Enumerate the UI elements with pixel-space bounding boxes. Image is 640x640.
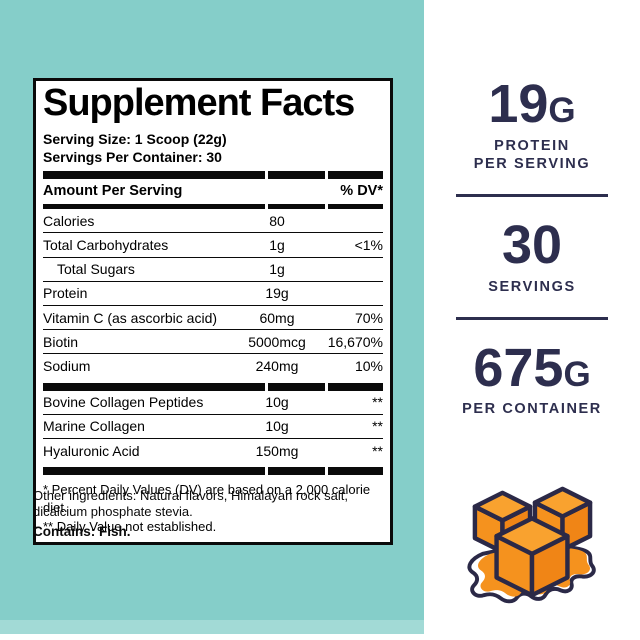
nutrient-dv: <1%: [354, 237, 383, 254]
nutrient-name: Vitamin C (as ascorbic acid): [43, 309, 218, 326]
stat-unit: G: [563, 354, 591, 394]
table-row: Sodium 240mg 10%: [43, 353, 383, 377]
nutrient-amount: 1g: [269, 237, 285, 254]
nutrient-rows: Calories 80 Total Carbohydrates 1g <1% T…: [43, 209, 383, 377]
contains-statement: Contains: Fish.: [33, 524, 131, 539]
label-panel: Supplement Facts Serving Size: 1 Scoop (…: [0, 0, 424, 634]
table-row: Bovine Collagen Peptides 10g **: [43, 391, 383, 414]
bar-segment: [43, 171, 265, 180]
nutrient-dv: **: [372, 394, 383, 411]
bar-segment: [328, 171, 383, 180]
other-ingredients: Other ingredients: Natural flavors, Hima…: [33, 488, 349, 520]
table-row: Protein 19g: [43, 280, 383, 305]
supplement-facts-box: Supplement Facts Serving Size: 1 Scoop (…: [33, 78, 393, 545]
nutrient-dv: 70%: [354, 309, 383, 326]
bar-segment: [43, 467, 265, 476]
servings-count: 30: [424, 218, 640, 272]
serving-size: Serving Size: 1 Scoop (22g): [43, 130, 227, 147]
section-divider-bar: [43, 382, 383, 391]
amount-per-serving-header: Amount Per Serving: [43, 183, 183, 200]
table-row: Biotin 5000mcg 16,670%: [43, 329, 383, 353]
nutrient-amount: 19g: [265, 285, 289, 302]
bar-segment: [268, 171, 325, 180]
stat-number: 675: [473, 337, 564, 398]
stat-caption: SERVINGS: [424, 278, 640, 297]
facts-title: Supplement Facts: [43, 82, 355, 124]
stat-caption-line: SERVINGS: [488, 278, 576, 295]
servings-per-container: Servings Per Container: 30: [43, 149, 222, 166]
sidebar-divider: [456, 194, 608, 198]
nutrient-name: Protein: [43, 285, 88, 302]
table-row: Hyaluronic Acid 150mg **: [43, 437, 383, 462]
stat-caption-line: PER CONTAINER: [462, 401, 602, 418]
stat-number: 30: [501, 215, 563, 276]
nutrient-dv: **: [372, 418, 383, 435]
nutrient-amount: 80: [269, 212, 285, 229]
section-divider-bar: [43, 204, 383, 210]
dv-not-established-footnote: ** Daily Value not established.: [43, 518, 217, 534]
nutrient-name: Hyaluronic Acid: [43, 442, 140, 459]
table-header: Amount Per Serving % DV*: [43, 179, 383, 202]
table-row: Total Sugars 1g: [43, 256, 383, 281]
nutrient-name: Calories: [43, 212, 95, 229]
nutrient-amount: 150mg: [255, 442, 299, 459]
footnotes: * Percent Daily Values (DV) are based on…: [43, 475, 383, 536]
blend-rows: Bovine Collagen Peptides 10g ** Marine C…: [43, 391, 383, 463]
bar-segment: [328, 204, 383, 210]
section-divider-bar: [43, 171, 383, 180]
caramel-cubes-icon: [467, 486, 596, 604]
bar-segment: [268, 382, 325, 391]
nutrient-amount: 1g: [269, 261, 285, 278]
stat-caption: PROTEIN PER SERVING: [424, 137, 640, 175]
nutrient-name: Biotin: [43, 333, 79, 350]
container-amount: 675G: [424, 341, 640, 395]
stats-sidebar: 19G PROTEIN PER SERVING 30 SERVINGS 675G…: [424, 0, 640, 640]
nutrient-amount: 5000mcg: [248, 333, 306, 350]
bar-segment: [328, 467, 383, 476]
nutrient-name: Total Carbohydrates: [43, 237, 169, 254]
nutrient-name: Sodium: [43, 357, 91, 374]
bar-segment: [43, 204, 265, 210]
nutrient-name: Marine Collagen: [43, 418, 145, 435]
section-divider-bar: [43, 467, 383, 476]
stat-servings: 30 SERVINGS: [424, 218, 640, 297]
nutrient-name: Bovine Collagen Peptides: [43, 394, 204, 411]
stat-caption: PER CONTAINER: [424, 400, 640, 419]
table-row: Marine Collagen 10g **: [43, 413, 383, 438]
nutrient-amount: 10g: [265, 394, 289, 411]
stat-caption-line: PROTEIN: [494, 137, 570, 154]
table-row: Calories 80: [43, 209, 383, 232]
table-row: Vitamin C (as ascorbic acid) 60mg 70%: [43, 305, 383, 329]
nutrient-amount: 60mg: [259, 309, 295, 326]
bar-segment: [43, 382, 265, 391]
stat-caption-line: PER SERVING: [473, 156, 591, 173]
nutrient-dv: **: [372, 442, 383, 459]
nutrient-dv: 16,670%: [327, 333, 383, 350]
table-row: Total Carbohydrates 1g <1%: [43, 232, 383, 256]
nutrient-name: Total Sugars: [57, 261, 135, 278]
stat-unit: G: [548, 91, 576, 130]
nutrient-amount: 240mg: [255, 357, 299, 374]
protein-amount: 19G: [424, 77, 640, 131]
stat-container-weight: 675G PER CONTAINER: [424, 341, 640, 419]
bar-segment: [328, 382, 383, 391]
dv-footnote: * Percent Daily Values (DV) are based on…: [43, 482, 371, 516]
daily-value-header: % DV*: [340, 183, 383, 200]
sidebar-divider: [456, 316, 608, 320]
bar-segment: [268, 204, 325, 210]
nutrient-dv: 10%: [354, 357, 383, 374]
stat-protein: 19G PROTEIN PER SERVING: [424, 77, 640, 175]
bar-segment: [268, 467, 325, 476]
nutrient-amount: 10g: [265, 418, 289, 435]
stat-number: 19: [488, 74, 549, 134]
